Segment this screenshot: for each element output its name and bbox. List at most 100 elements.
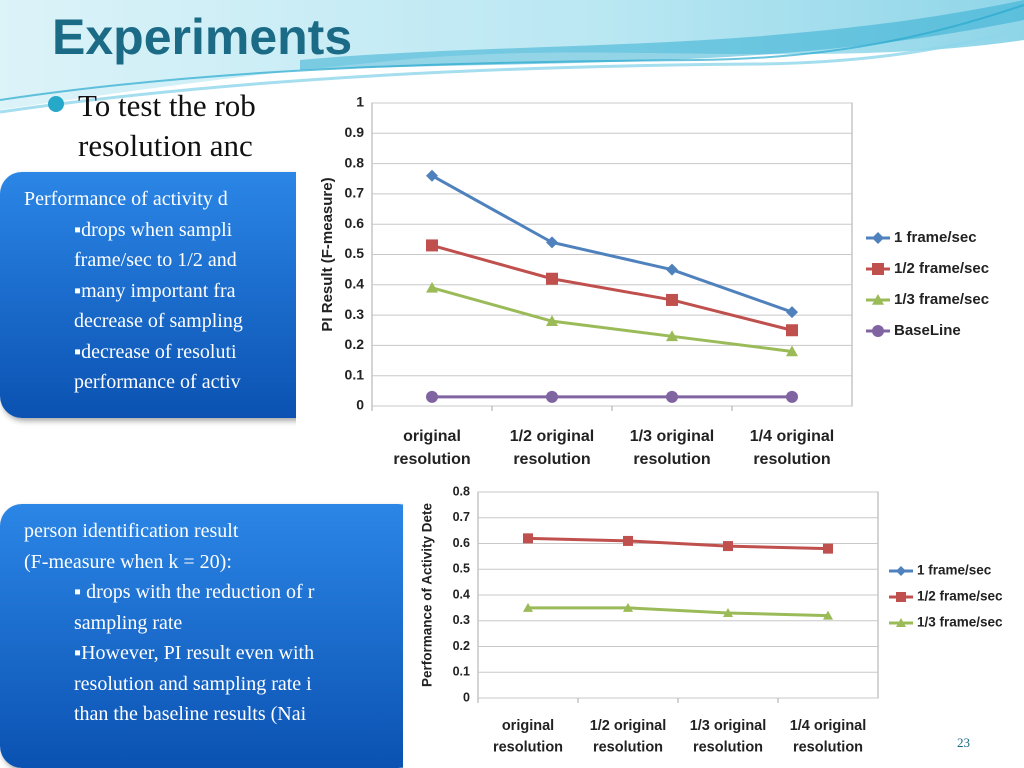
legend-label: 1/2 frame/sec — [894, 260, 989, 277]
x-tick-label: 1/4 original — [750, 428, 834, 445]
legend-marker — [872, 325, 884, 337]
marker — [666, 263, 678, 276]
x-tick-label: original — [403, 428, 461, 445]
marker — [546, 236, 558, 249]
legend-label: 1/3 frame/sec — [917, 615, 1003, 630]
legend-label: BaseLine — [894, 322, 961, 339]
box-line: decrease of sampling — [74, 310, 243, 332]
bullet-dot — [48, 96, 64, 112]
marker — [426, 281, 438, 293]
y-tick-label: 0.2 — [345, 336, 365, 352]
box-line: ▪many important fra — [74, 279, 236, 302]
box-line: ▪ drops with the reduction of r — [74, 581, 315, 603]
legend-label: 1 frame/sec — [894, 229, 977, 246]
x-tick-label: resolution — [493, 739, 563, 755]
y-tick-label: 0.5 — [345, 245, 365, 261]
series-line — [528, 606, 829, 618]
marker — [823, 610, 833, 620]
x-tick-label: resolution — [693, 739, 763, 755]
box-line: than the baseline results (Nai — [74, 703, 307, 725]
marker — [666, 293, 678, 306]
bullet-line: resolution anc — [78, 128, 253, 163]
y-tick-label: 0.3 — [345, 306, 365, 322]
box-line: (F-measure when k = 20): — [24, 550, 232, 573]
x-tick-label: resolution — [513, 451, 590, 468]
y-tick-label: 0.4 — [453, 587, 470, 601]
x-tick-label: resolution — [793, 739, 863, 755]
marker — [426, 239, 438, 252]
header-waves — [0, 0, 1024, 114]
marker — [666, 390, 678, 403]
text-box: person identification result (F-measure … — [0, 504, 420, 768]
marker — [823, 543, 833, 554]
y-tick-label: 0.1 — [453, 665, 470, 679]
x-tick-label: original — [502, 718, 554, 734]
x-tick-label: resolution — [753, 451, 830, 468]
marker — [546, 315, 558, 326]
y-tick-label: 0.7 — [453, 510, 470, 524]
legend-marker — [896, 592, 906, 602]
x-tick-label: 1/2 original — [590, 718, 667, 734]
marker — [723, 608, 733, 618]
legend-marker — [872, 232, 884, 244]
y-axis-label: PI Result (F-measure) — [319, 177, 336, 331]
box-line: sampling rate — [74, 611, 183, 634]
marker — [426, 390, 438, 403]
x-tick-label: resolution — [393, 451, 470, 468]
y-tick-label: 0.1 — [345, 366, 365, 382]
legend-marker — [896, 618, 906, 627]
y-tick-label: 0.6 — [345, 215, 365, 231]
y-tick-label: 0.7 — [345, 185, 365, 201]
marker — [786, 324, 798, 337]
y-tick-label: 0.5 — [453, 562, 470, 576]
legend-label: 1/3 frame/sec — [894, 291, 989, 308]
y-tick-label: 0.4 — [345, 276, 365, 292]
box-line: ▪drops when sampli — [74, 218, 233, 241]
legend-label: 1 frame/sec — [917, 563, 992, 578]
series-line — [431, 243, 793, 332]
marker — [786, 345, 798, 357]
y-tick-label: 0.6 — [453, 536, 470, 550]
x-tick-label: 1/4 original — [790, 718, 867, 734]
marker — [786, 390, 798, 403]
box-line: Performance of activity d — [24, 188, 228, 210]
box-line: person identification result — [24, 520, 239, 542]
series-line — [431, 286, 793, 353]
bullet-line: To test the rob — [78, 88, 256, 123]
y-tick-label: 0 — [463, 690, 470, 704]
y-tick-label: 0.8 — [453, 484, 470, 498]
y-tick-label: 0.8 — [345, 154, 365, 170]
x-tick-label: resolution — [633, 451, 710, 468]
marker — [666, 330, 678, 342]
marker — [786, 306, 798, 319]
box-line: ▪decrease of resoluti — [74, 340, 237, 363]
box-line: ▪However, PI result even with — [74, 642, 315, 664]
box-line: frame/sec to 1/2 and — [74, 249, 237, 271]
y-axis-label: Performance of Activity Dete — [420, 502, 435, 687]
y-tick-label: 0.3 — [453, 613, 470, 627]
slide-title: Experiments — [52, 9, 353, 65]
marker — [426, 169, 438, 182]
series-line — [527, 536, 829, 551]
legend-marker — [896, 566, 906, 576]
marker — [546, 390, 558, 403]
marker — [523, 602, 533, 612]
marker — [546, 272, 558, 285]
x-tick-label: 1/3 original — [630, 428, 714, 445]
legend-label: 1/2 frame/sec — [917, 589, 1003, 604]
marker — [523, 533, 533, 544]
y-tick-label: 0.2 — [453, 639, 470, 653]
legend-marker — [872, 294, 884, 305]
chart-panel — [403, 487, 1024, 768]
x-tick-label: 1/2 original — [510, 428, 594, 445]
series-line — [431, 174, 793, 314]
page-number: 23 — [957, 735, 970, 750]
y-tick-label: 0 — [356, 397, 364, 413]
box-line: resolution and sampling rate i — [74, 672, 312, 695]
box-line: performance of activ — [74, 371, 241, 393]
legend-marker — [872, 263, 884, 275]
bullet: To test the rob resolution anc — [48, 86, 256, 166]
y-tick-label: 1 — [356, 94, 364, 110]
